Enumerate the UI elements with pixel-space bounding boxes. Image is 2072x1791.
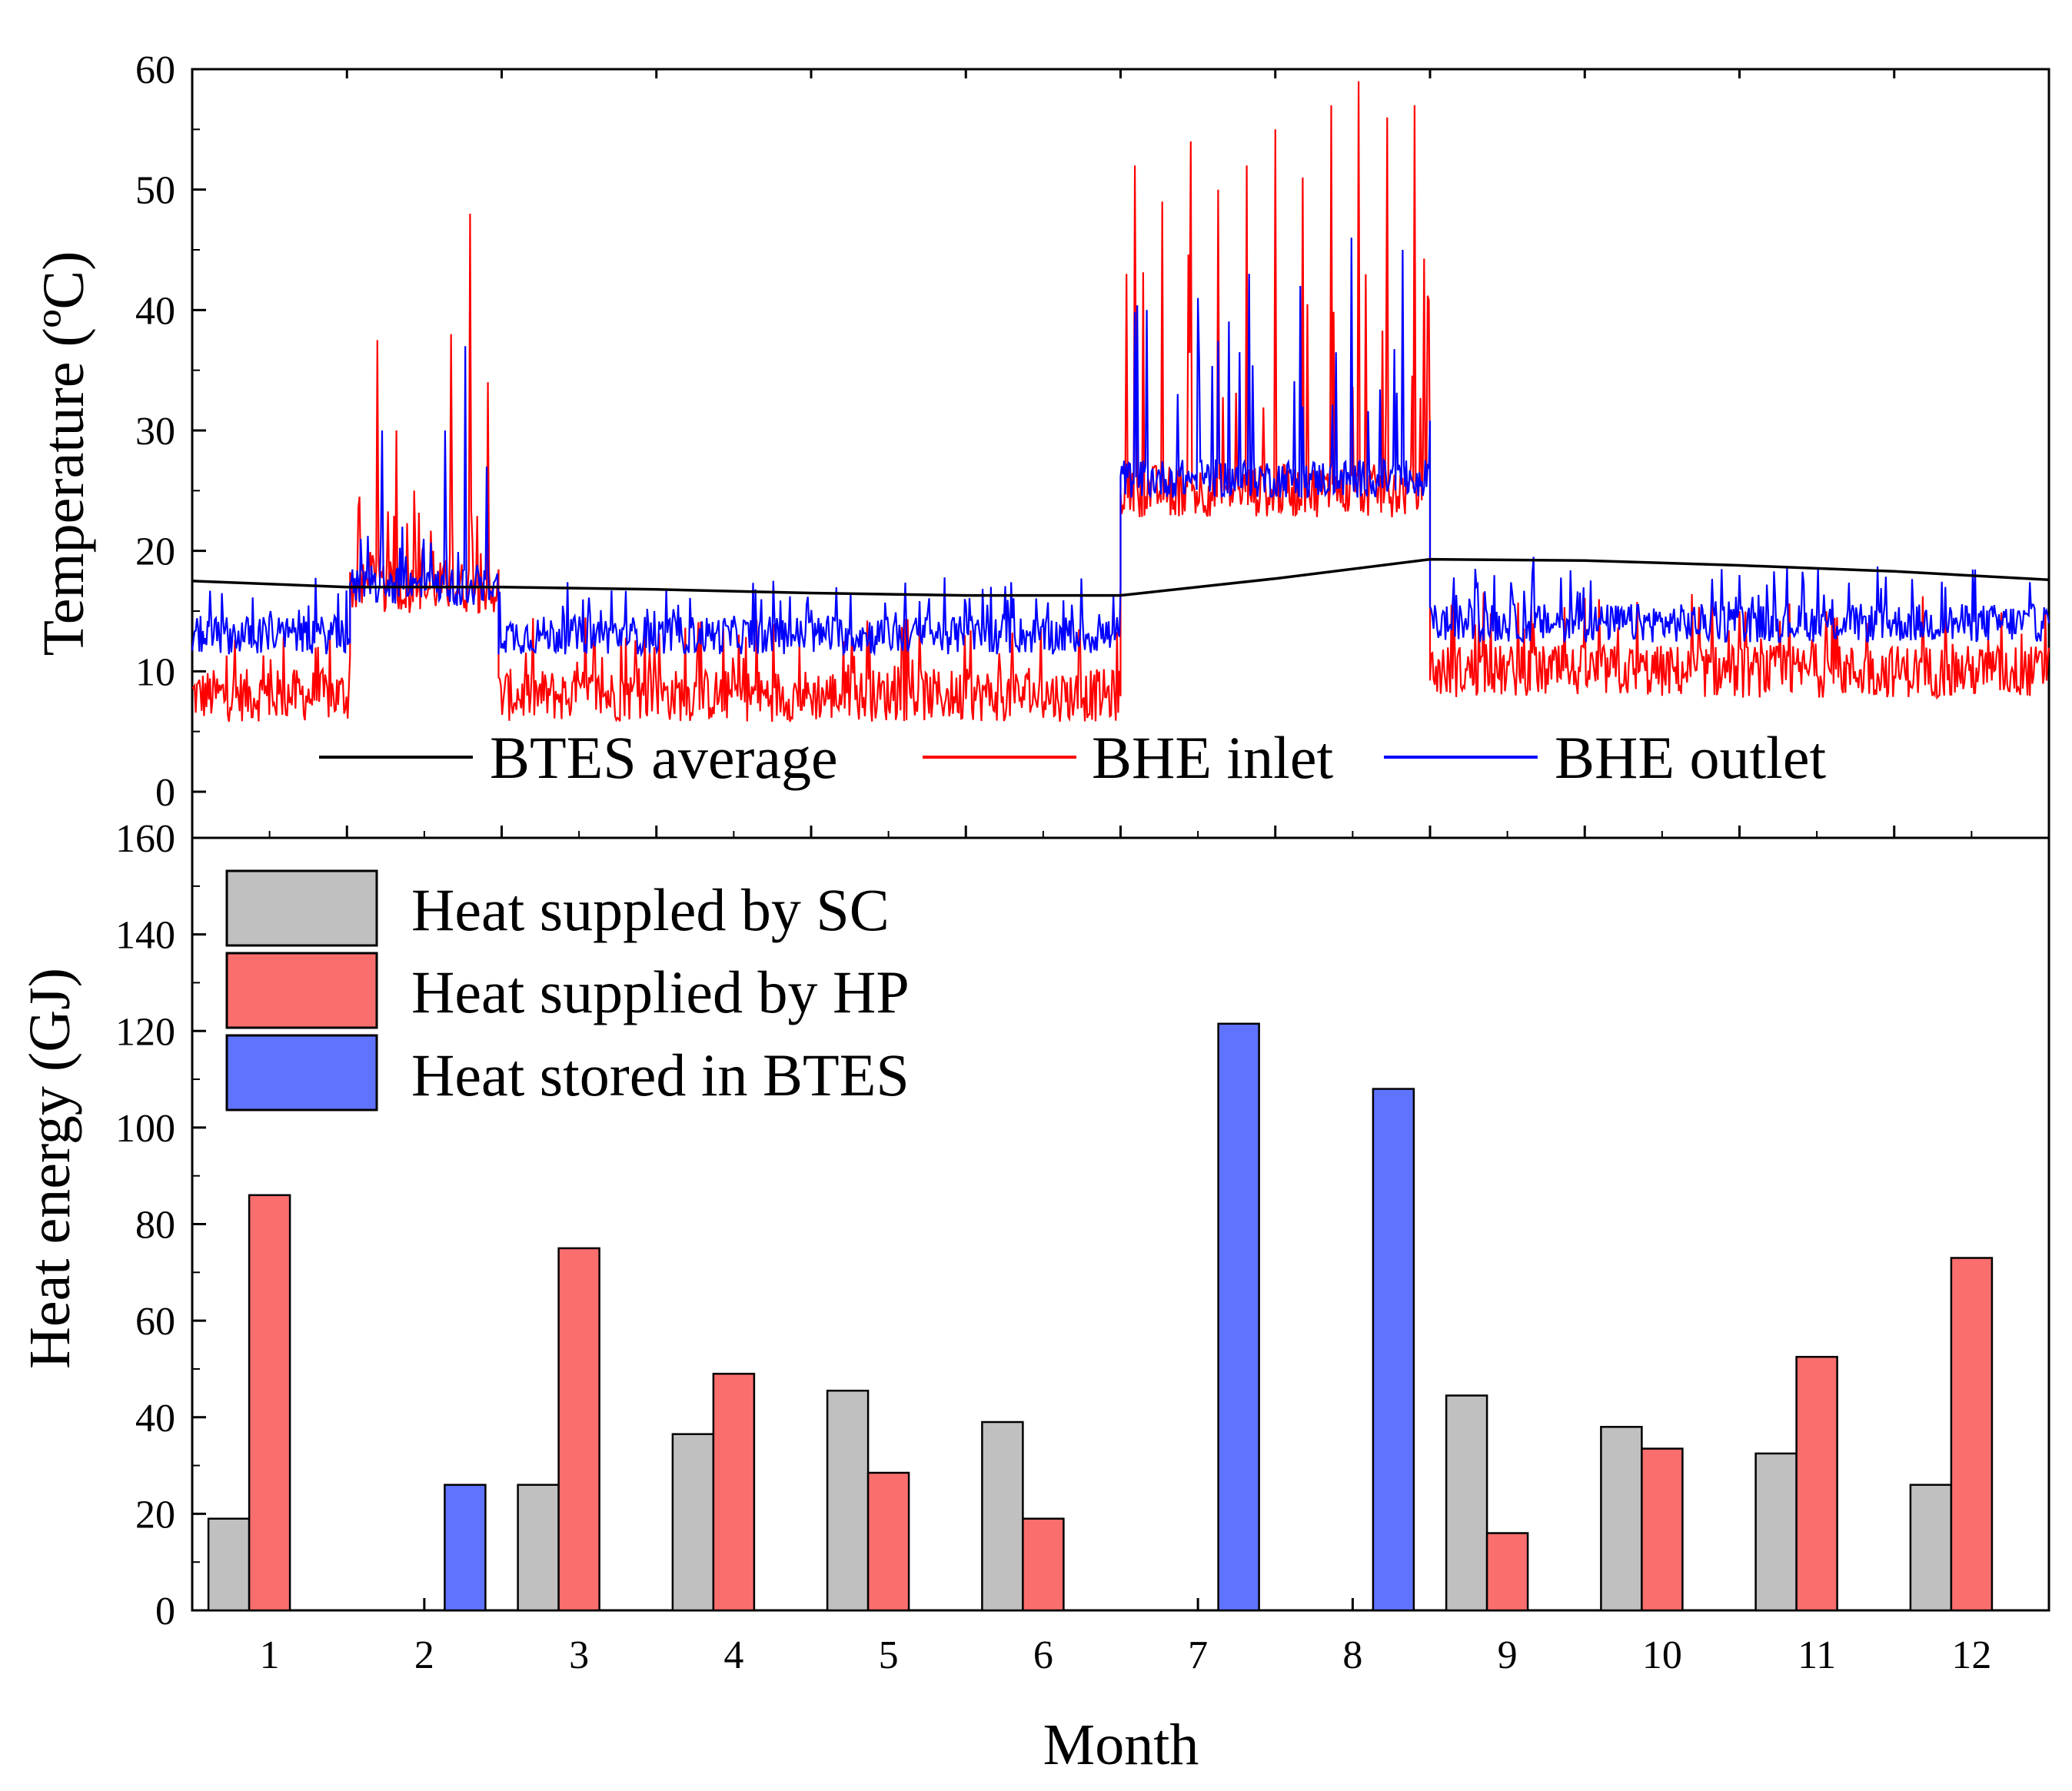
- temperature-y-tick-label: 50: [135, 169, 175, 213]
- series-bhe-outlet: [191, 238, 2050, 658]
- temperature-y-ticks: 0 10 20 30 40 50 60: [135, 48, 206, 815]
- heat-x-tick-label: 4: [723, 1633, 743, 1677]
- temperature-y-tick-label: 30: [135, 410, 175, 454]
- bar-sc: [517, 1484, 560, 1612]
- legend-label-hp: Heat supplied by HP: [411, 959, 910, 1025]
- temperature-y-tick-label: 20: [135, 530, 175, 574]
- legend-swatch-btes: [225, 1034, 378, 1111]
- heat-x-tick-label: 12: [1951, 1633, 1991, 1677]
- heat-x-tick-label: 10: [1642, 1633, 1682, 1677]
- heat-x-tick-label: 3: [569, 1633, 589, 1677]
- heat-x-tick-label: 5: [879, 1633, 899, 1677]
- heat-y-tick-label: 0: [155, 1590, 175, 1633]
- bar-hp: [1641, 1447, 1684, 1612]
- heat-y-ticks: 0 20 40 60 80 100 120 140 160: [115, 817, 206, 1633]
- heat-y-tick-label: 140: [115, 914, 175, 958]
- heat-legend: Heat suppled by SC Heat supplied by HP H…: [225, 869, 910, 1111]
- heat-y-tick-label: 80: [135, 1204, 175, 1248]
- series-bhe-inlet: [191, 81, 2050, 723]
- legend-swatch-sc: [225, 869, 378, 947]
- bar-hp: [866, 1471, 910, 1612]
- series-btes-average: [191, 557, 2050, 597]
- heat-bars: [207, 1022, 1994, 1612]
- bar-sc: [1445, 1394, 1488, 1612]
- temperature-y-tick-label: 60: [135, 48, 175, 92]
- legend-label-btes: Heat stored in BTES: [411, 1042, 910, 1108]
- heat-x-tick-label: 8: [1342, 1633, 1362, 1677]
- legend-label-sc: Heat suppled by SC: [411, 876, 890, 943]
- heat-y-tick-label: 60: [135, 1300, 175, 1344]
- legend-swatch-hp: [225, 952, 378, 1029]
- temperature-y-axis-title: Temperature (ºC): [32, 251, 96, 656]
- bar-hp: [1795, 1355, 1838, 1612]
- bar-sc: [1600, 1426, 1643, 1612]
- bar-sc: [1909, 1484, 1953, 1612]
- heat-y-axis-title: Heat energy (GJ): [18, 968, 82, 1369]
- heat-x-tick-label: 9: [1498, 1633, 1518, 1677]
- temperature-legend: BTES average BHE inlet BHE outlet: [319, 724, 1826, 791]
- temperature-y-tick-label: 0: [155, 771, 175, 815]
- bar-hp: [557, 1247, 600, 1612]
- bar-hp: [1950, 1257, 1994, 1612]
- heat-y-tick-label: 120: [115, 1010, 175, 1054]
- x-axis-title: Month: [1043, 1713, 1199, 1777]
- heat-x-ticks: 1 2 3 4 5 6 7 8 9 10 11 12: [260, 1598, 1991, 1677]
- bar-btes: [444, 1484, 487, 1612]
- bar-sc: [981, 1421, 1024, 1612]
- heat-x-tick-label: 2: [414, 1633, 434, 1677]
- bar-hp: [712, 1372, 756, 1612]
- heat-y-tick-label: 100: [115, 1107, 175, 1151]
- temperature-x-ticks: [191, 69, 2050, 838]
- heat-y-tick-label: 40: [135, 1397, 175, 1440]
- heat-x-tick-label: 11: [1798, 1633, 1836, 1677]
- bar-btes: [1217, 1022, 1260, 1612]
- bar-hp: [1485, 1532, 1529, 1612]
- heat-y-tick-label: 160: [115, 817, 175, 861]
- temperature-y-tick-label: 40: [135, 289, 175, 333]
- bar-hp: [1022, 1517, 1065, 1612]
- heat-x-tick-label: 7: [1188, 1633, 1208, 1677]
- legend-label-bhe-inlet: BHE inlet: [1092, 724, 1333, 791]
- legend-label-btes-average: BTES average: [490, 724, 838, 791]
- heat-x-tick-label: 1: [260, 1633, 280, 1677]
- bar-sc: [207, 1517, 251, 1612]
- heat-y-tick-label: 20: [135, 1493, 175, 1537]
- temperature-y-tick-label: 10: [135, 650, 175, 694]
- legend-label-bhe-outlet: BHE outlet: [1555, 724, 1826, 791]
- temperature-panel: 0 10 20 30 40 50 60 Temperature (ºC) BTES aver…: [32, 48, 2050, 839]
- temperature-series: [191, 81, 2050, 723]
- bar-btes: [1372, 1088, 1415, 1612]
- bar-hp: [248, 1194, 291, 1612]
- bar-sc: [1754, 1452, 1798, 1612]
- bar-sc: [826, 1389, 870, 1612]
- heat-x-tick-label: 6: [1033, 1633, 1053, 1677]
- bar-sc: [671, 1433, 715, 1612]
